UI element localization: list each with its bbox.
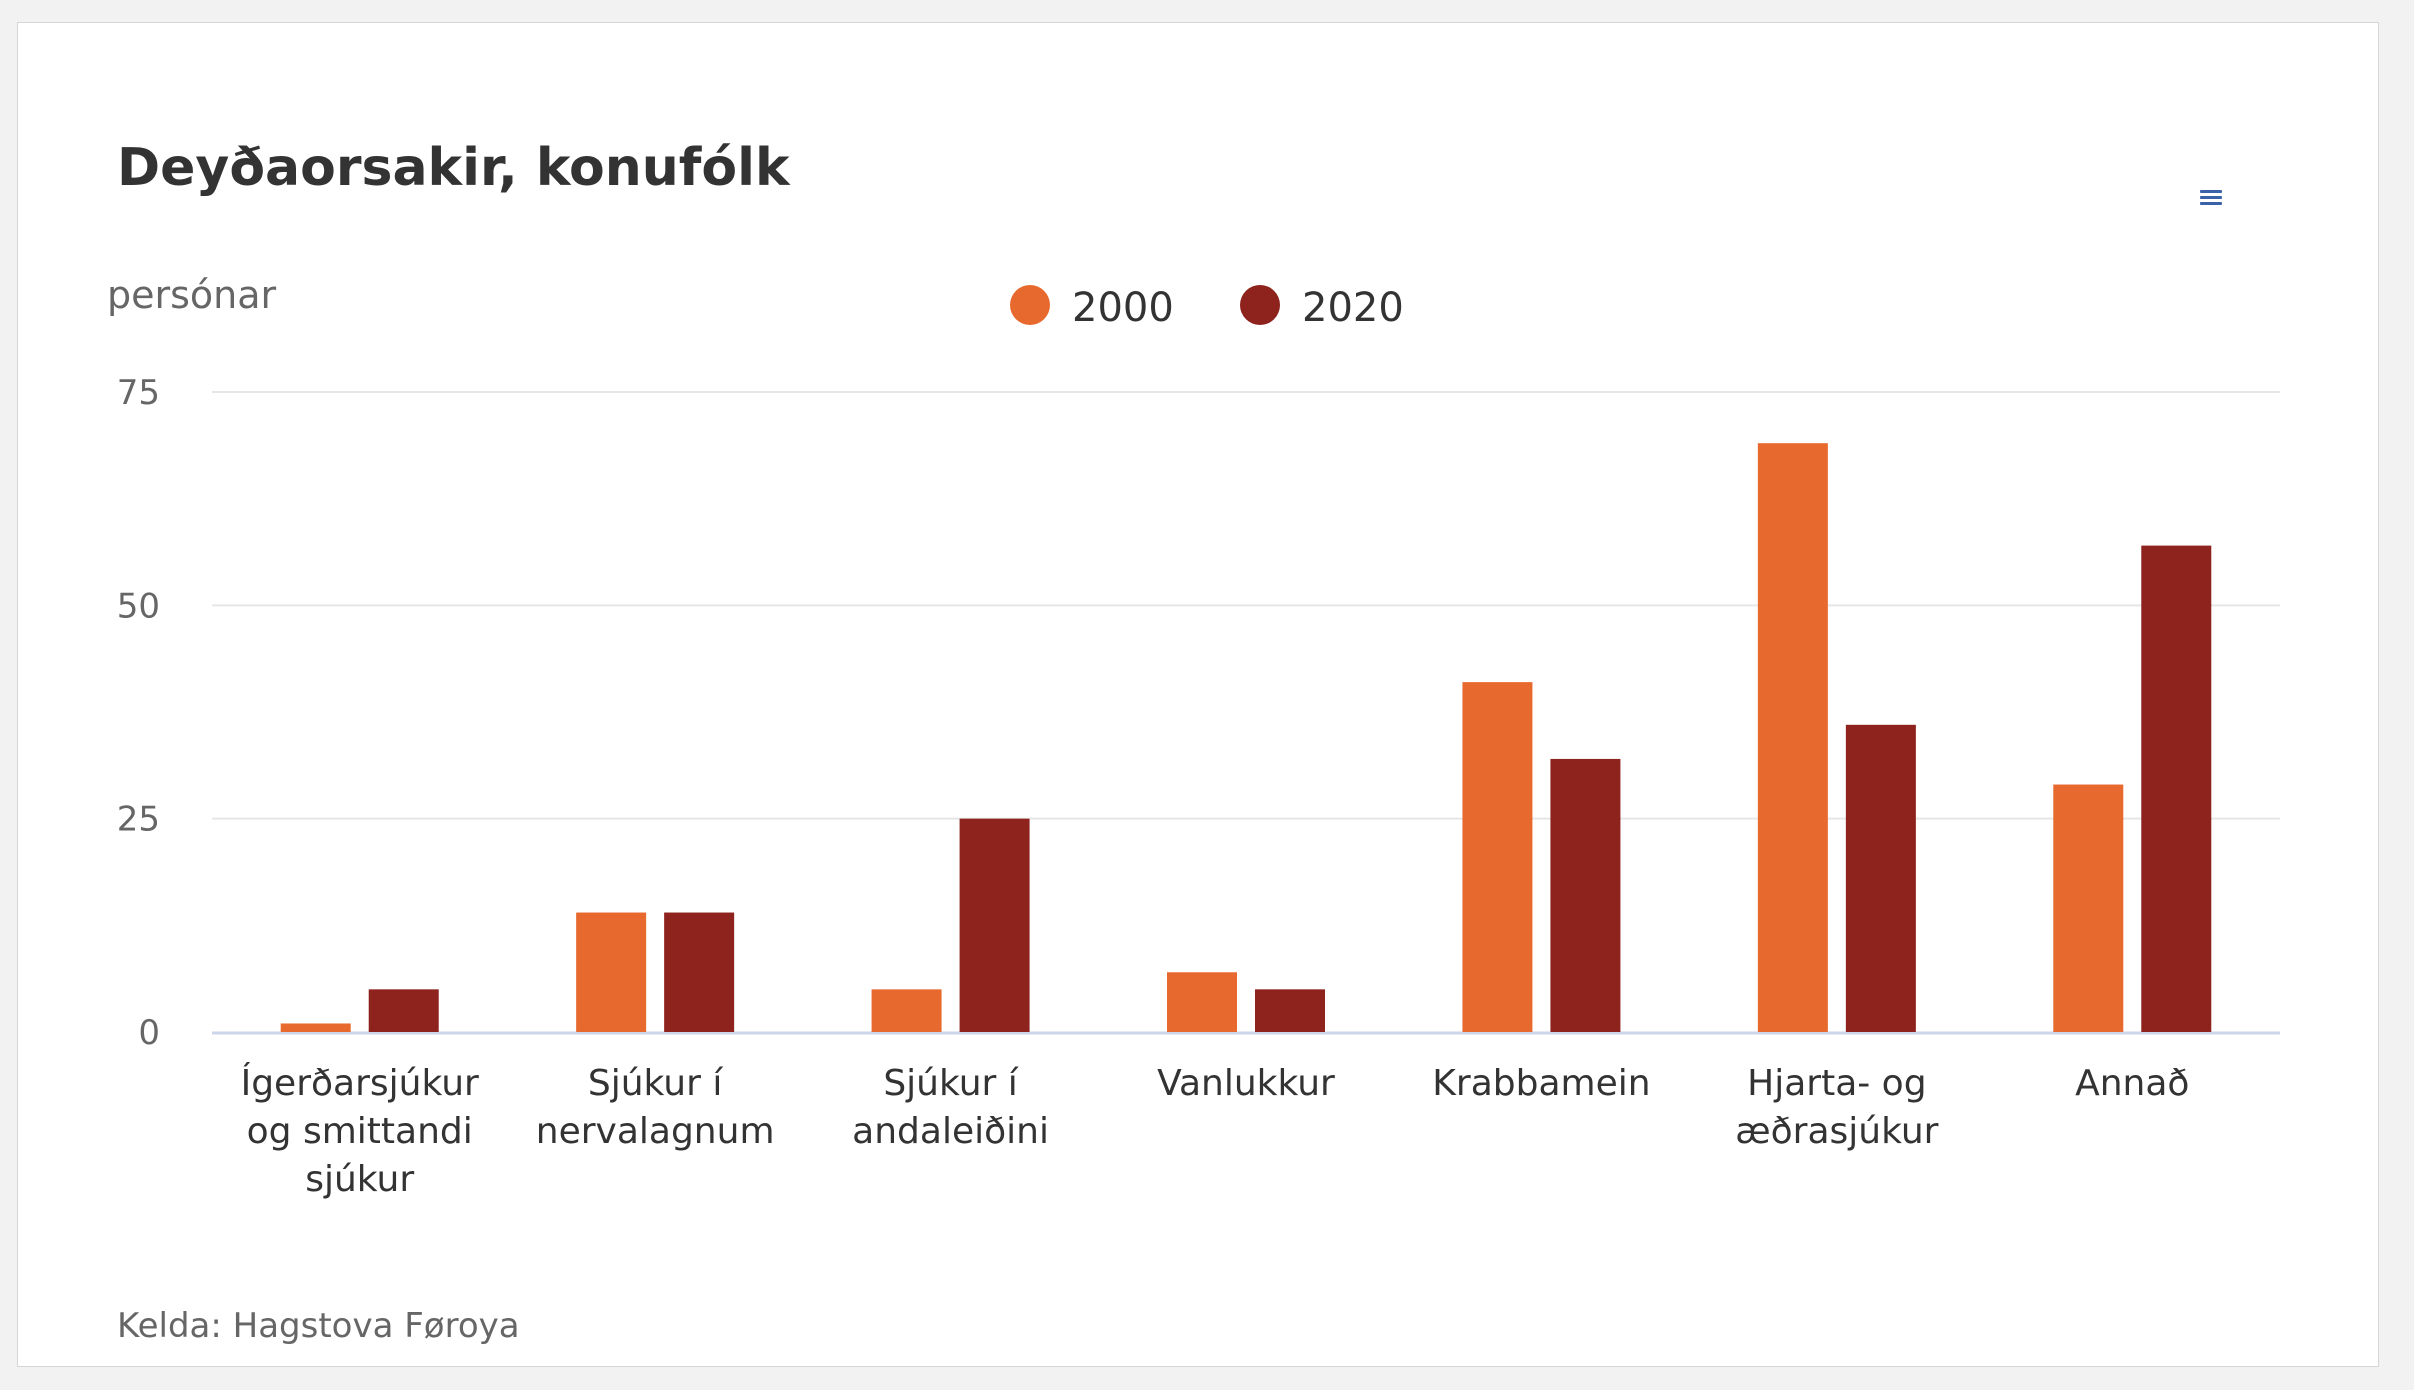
bar-2000-2[interactable] (871, 989, 942, 1032)
x-tick-label: Annað (2075, 1063, 2189, 1104)
x-tick-label: nervalagnum (536, 1111, 775, 1152)
bars (280, 443, 2212, 1032)
legend-marker-2000[interactable] (1010, 285, 1050, 325)
bar-2020-3[interactable] (1255, 989, 1325, 1032)
y-axis-title: persónar (107, 273, 277, 317)
menu-line (2200, 202, 2222, 205)
bar-2000-1[interactable] (576, 912, 647, 1032)
x-tick-label: Sjúkur í (588, 1063, 723, 1104)
bar-2000-3[interactable] (1167, 972, 1237, 1032)
legend-label-2000[interactable]: 2000 (1072, 285, 1174, 331)
legend-label-2020[interactable]: 2020 (1302, 285, 1404, 331)
bar-2020-6[interactable] (2141, 545, 2212, 1032)
bar-2020-2[interactable] (959, 818, 1030, 1032)
legend: 2000 2020 (1010, 285, 1404, 331)
bar-2000-5[interactable] (1757, 443, 1828, 1032)
bar-2020-1[interactable] (664, 912, 735, 1032)
x-tick-label: Sjúkur í (883, 1063, 1018, 1104)
bar-2000-4[interactable] (1462, 682, 1533, 1032)
chart-card (17, 22, 2379, 1367)
axis-labels: persónar 0 25 50 75 Ígerðarsjúkur og smittandi… (107, 273, 2189, 1200)
x-tick-label: Hjarta- og (1747, 1063, 1926, 1104)
y-tick-label: 75 (117, 373, 160, 413)
x-tick-label: Ígerðarsjúkur (241, 1062, 479, 1104)
bar-2000-0[interactable] (280, 1023, 351, 1032)
y-tick-label: 0 (138, 1013, 160, 1053)
legend-marker-2020[interactable] (1240, 285, 1280, 325)
x-tick-label: og smittandi (247, 1111, 473, 1152)
bar-2020-5[interactable] (1845, 724, 1916, 1032)
x-tick-label: andaleiðini (852, 1111, 1049, 1152)
grid-lines (212, 391, 2280, 1035)
chart-title: Deyðaorsakir, konufólk (117, 138, 790, 198)
bar-2000-6[interactable] (2053, 784, 2124, 1032)
bar-2020-0[interactable] (368, 989, 439, 1032)
x-tick-label: æðrasjúkur (1735, 1111, 1938, 1152)
x-tick-label: Vanlukkur (1157, 1063, 1335, 1104)
menu-line (2200, 190, 2222, 193)
y-tick-label: 25 (117, 800, 160, 840)
bar-2020-4[interactable] (1550, 758, 1621, 1032)
x-tick-label: Krabbamein (1432, 1063, 1650, 1104)
source-credit: Kelda: Hagstova Føroya (117, 1306, 520, 1346)
y-tick-label: 50 (117, 586, 160, 626)
x-tick-label: sjúkur (305, 1159, 414, 1200)
menu-line (2200, 196, 2222, 199)
hamburger-menu-icon[interactable] (2200, 190, 2222, 212)
